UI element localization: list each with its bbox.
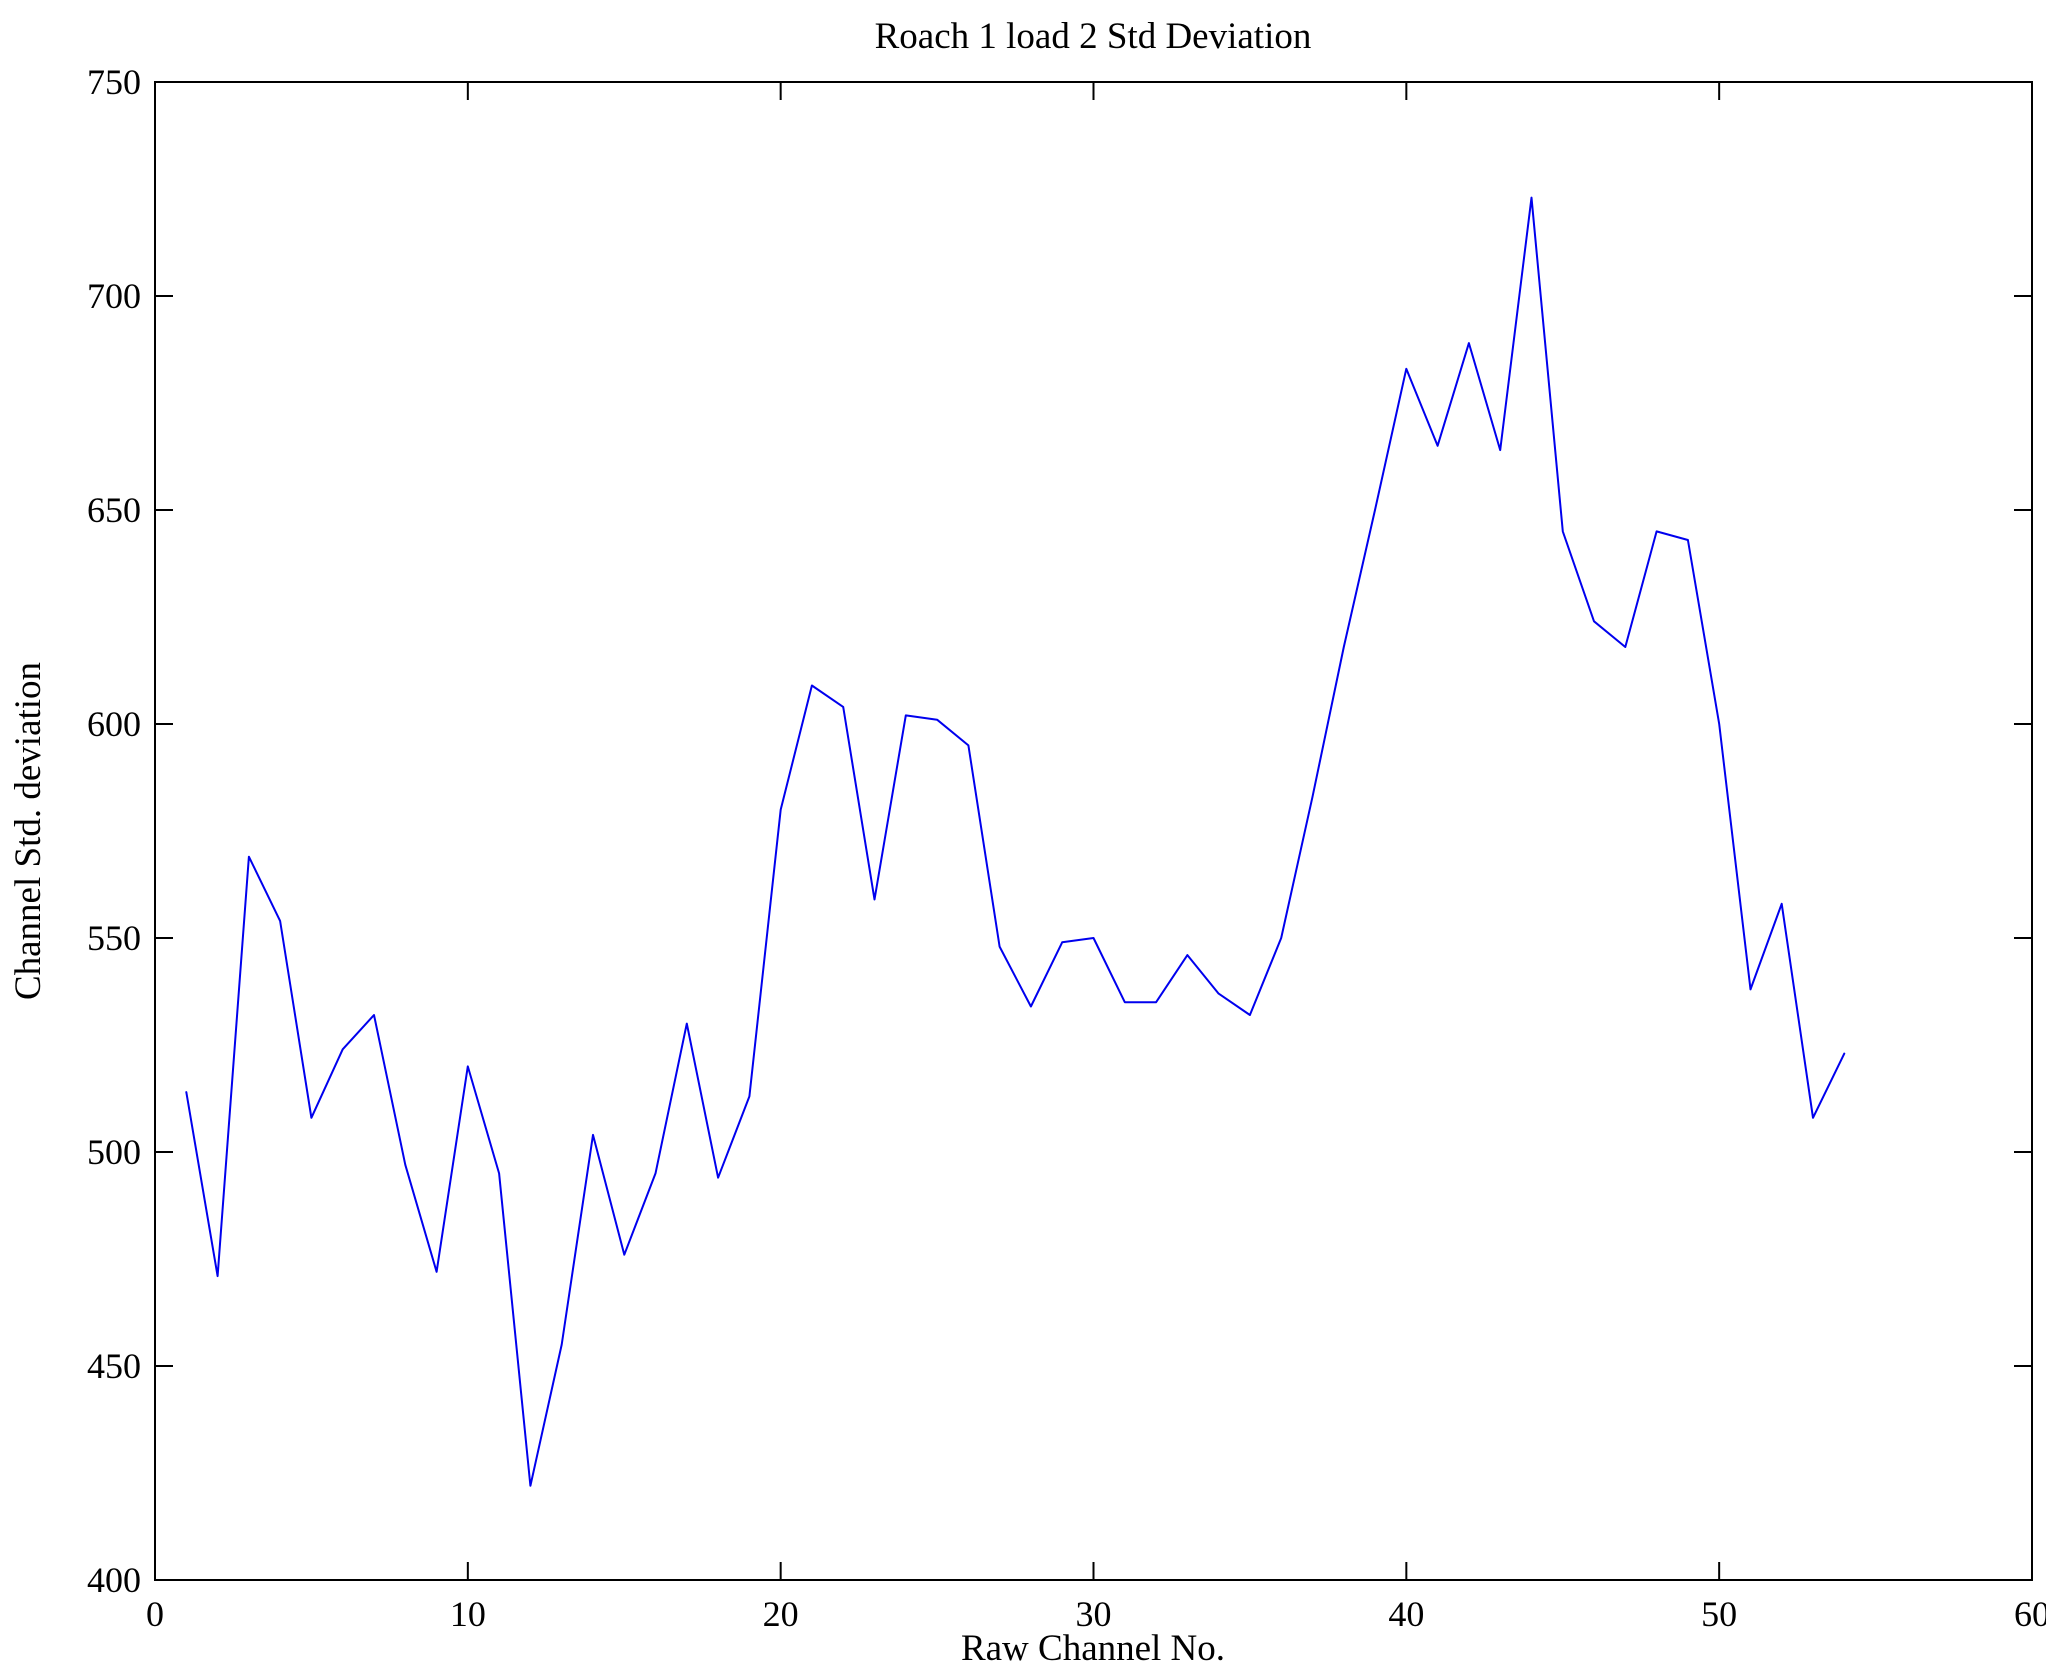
x-tick-label: 30 [1076, 1594, 1112, 1634]
x-tick-label: 40 [1388, 1594, 1424, 1634]
y-tick-label: 400 [87, 1560, 141, 1600]
plot-box [154, 81, 2033, 1581]
y-tick-label: 500 [87, 1132, 141, 1172]
y-tick-label: 700 [87, 276, 141, 316]
x-tick-label: 60 [2014, 1594, 2046, 1634]
x-tick-label: 50 [1701, 1594, 1737, 1634]
y-tick-label: 750 [87, 62, 141, 102]
data-series-line [185, 196, 1846, 1487]
x-axis-label: Raw Channel No. [961, 1628, 1225, 1669]
x-tick-label: 10 [450, 1594, 486, 1634]
y-tick-label: 450 [87, 1346, 141, 1386]
plot-area: 0 10 20 30 40 50 60 400 450 500 550 600 650 700 750 [87, 62, 2046, 1634]
chart-title: Roach 1 load 2 Std Deviation [875, 16, 1312, 57]
y-axis-label: Channel Std. deviation [8, 662, 49, 1000]
x-tick-label: 0 [146, 1594, 164, 1634]
y-tick-label: 550 [87, 918, 141, 958]
y-tick-label: 650 [87, 490, 141, 530]
x-tick-label: 20 [763, 1594, 799, 1634]
y-tick-label: 600 [87, 704, 141, 744]
